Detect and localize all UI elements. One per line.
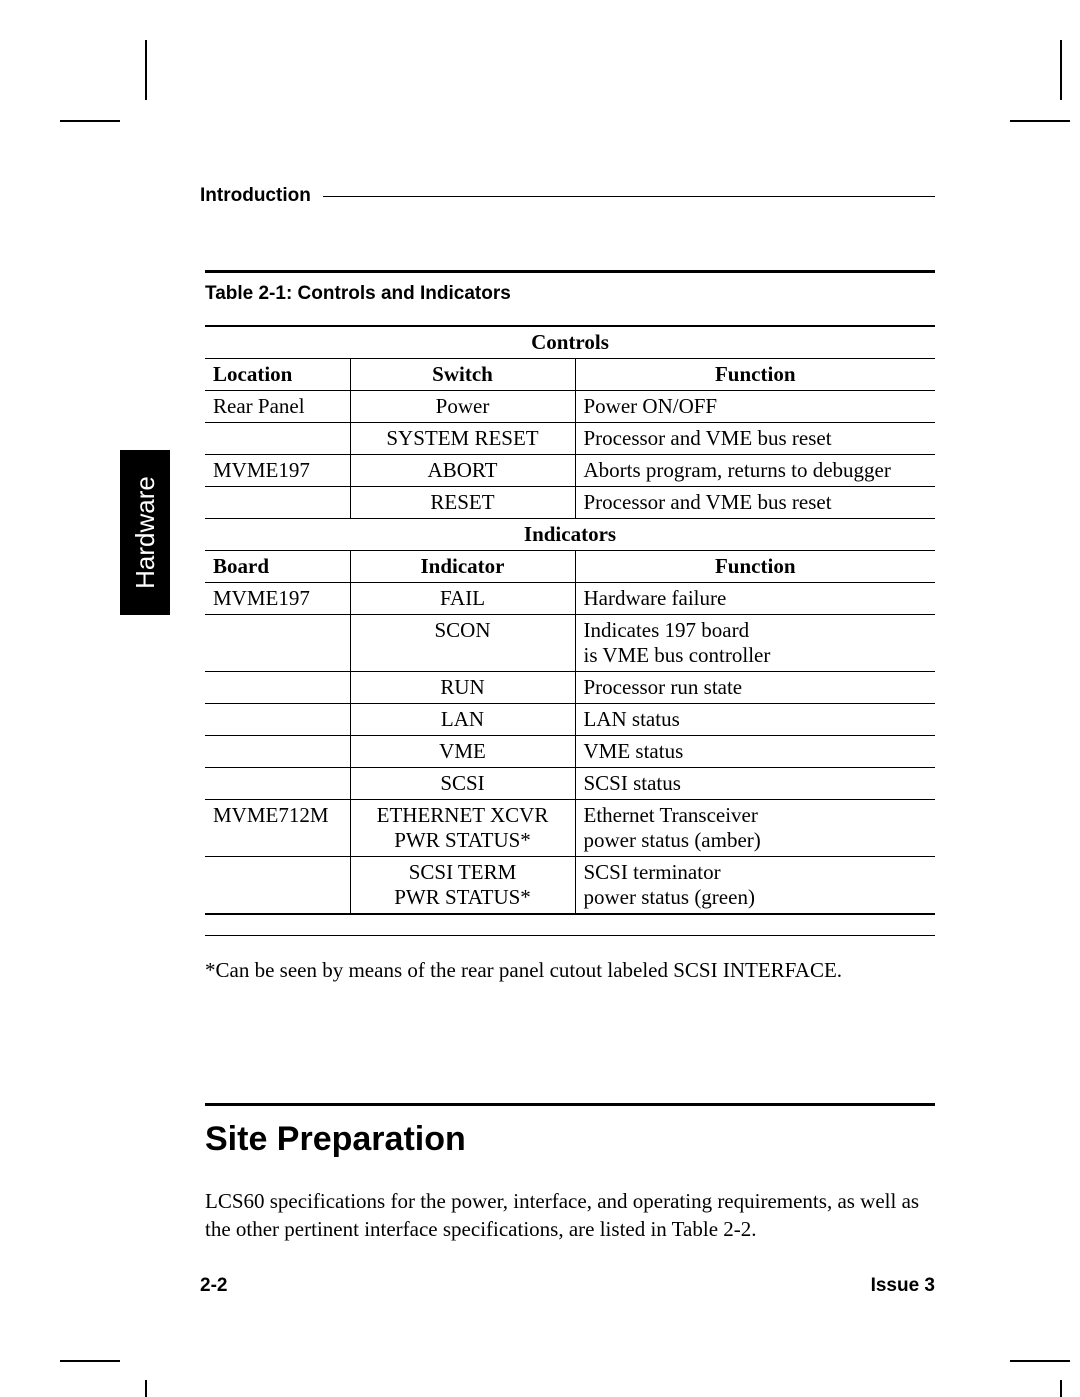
table-cell: MVME197 [205, 455, 350, 487]
table-cell: LAN status [575, 704, 935, 736]
table-cell: SCSI [350, 768, 575, 800]
table-footnote: *Can be seen by means of the rear panel … [205, 958, 935, 983]
table-cell: Processor and VME bus reset [575, 423, 935, 455]
crop-mark [60, 120, 120, 122]
table-cell: SCON [350, 615, 575, 672]
table-cell: Processor and VME bus reset [575, 487, 935, 519]
col-header: Switch [350, 359, 575, 391]
table-row: RESETProcessor and VME bus reset [205, 487, 935, 519]
crop-mark [1010, 1360, 1070, 1362]
crop-mark [1010, 120, 1070, 122]
table-cell: FAIL [350, 583, 575, 615]
table-row: SCONIndicates 197 boardis VME bus contro… [205, 615, 935, 672]
content: Table 2-1: Controls and Indicators Contr… [205, 270, 935, 1244]
table-cell: ETHERNET XCVRPWR STATUS* [350, 800, 575, 857]
table-section-header: Controls [205, 326, 935, 359]
table-row: MVME197FAILHardware failure [205, 583, 935, 615]
col-header: Location [205, 359, 350, 391]
table-cell: VME [350, 736, 575, 768]
controls-indicators-table: Controls Location Switch Function Rear P… [205, 325, 935, 915]
table-cell: Processor run state [575, 672, 935, 704]
table-cell [205, 423, 350, 455]
table-cell: RESET [350, 487, 575, 519]
col-header: Function [575, 359, 935, 391]
rule [205, 935, 935, 936]
table-cell: Aborts program, returns to debugger [575, 455, 935, 487]
header-section-label: Introduction [200, 185, 311, 207]
table-cell [205, 857, 350, 915]
header-rule [323, 196, 935, 197]
table-row: SCSI TERMPWR STATUS*SCSI terminatorpower… [205, 857, 935, 915]
side-tab: Hardware [120, 450, 170, 615]
table-row: Rear PanelPowerPower ON/OFF [205, 391, 935, 423]
table-cell [205, 487, 350, 519]
section-title: Site Preparation [205, 1120, 935, 1159]
table-cell: SYSTEM RESET [350, 423, 575, 455]
table-row: LANLAN status [205, 704, 935, 736]
table-row: MVME197ABORTAborts program, returns to d… [205, 455, 935, 487]
table-caption: Table 2-1: Controls and Indicators [205, 283, 935, 305]
table-cell: Hardware failure [575, 583, 935, 615]
col-header: Function [575, 551, 935, 583]
table-cell: MVME712M [205, 800, 350, 857]
table-row: SCSISCSI status [205, 768, 935, 800]
table-cell [205, 768, 350, 800]
table-cell [205, 704, 350, 736]
table-cell: RUN [350, 672, 575, 704]
crop-mark [1060, 1380, 1062, 1397]
table-cell: MVME197 [205, 583, 350, 615]
rule [205, 270, 935, 273]
table-row: MVME712METHERNET XCVRPWR STATUS*Ethernet… [205, 800, 935, 857]
page-number: 2-2 [200, 1275, 227, 1297]
running-header: Introduction [200, 185, 935, 207]
table-cell: Indicates 197 boardis VME bus controller [575, 615, 935, 672]
issue-label: Issue 3 [871, 1275, 935, 1297]
table-cell: ABORT [350, 455, 575, 487]
table-cell [205, 736, 350, 768]
crop-mark [1060, 40, 1062, 100]
table-cell: Rear Panel [205, 391, 350, 423]
table-cell [205, 615, 350, 672]
table-cell [205, 672, 350, 704]
crop-mark [145, 40, 147, 100]
col-header: Indicator [350, 551, 575, 583]
crop-mark [145, 1380, 147, 1397]
page-footer: 2-2 Issue 3 [200, 1275, 935, 1297]
table-row: VMEVME status [205, 736, 935, 768]
rule [205, 1103, 935, 1106]
table-cell: Power ON/OFF [575, 391, 935, 423]
side-tab-label: Hardware [130, 476, 161, 589]
table-cell: Power [350, 391, 575, 423]
crop-mark [60, 1360, 120, 1362]
table-cell: SCSI terminatorpower status (green) [575, 857, 935, 915]
page: Introduction Hardware Table 2-1: Control… [0, 0, 1080, 1397]
table-cell: Ethernet Transceiverpower status (amber) [575, 800, 935, 857]
table-cell: SCSI status [575, 768, 935, 800]
table-section-header: Indicators [205, 519, 935, 551]
table-row: SYSTEM RESETProcessor and VME bus reset [205, 423, 935, 455]
table-row: RUNProcessor run state [205, 672, 935, 704]
col-header: Board [205, 551, 350, 583]
table-cell: LAN [350, 704, 575, 736]
table-cell: VME status [575, 736, 935, 768]
table-cell: SCSI TERMPWR STATUS* [350, 857, 575, 915]
body-text: LCS60 specifications for the power, inte… [205, 1187, 935, 1244]
